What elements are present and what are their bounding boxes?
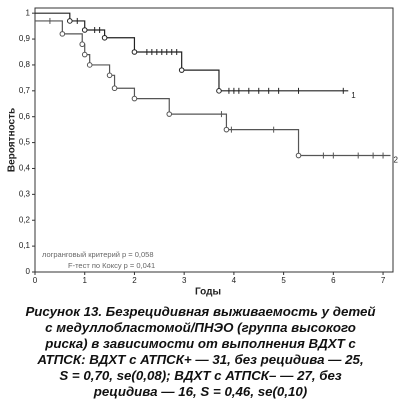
y-tick-label: 0,1 — [19, 241, 31, 250]
y-tick-label: 0,4 — [19, 164, 31, 173]
event-marker — [295, 152, 302, 159]
caption-line: риска) в зависимости от выполнения ВДХТ … — [45, 336, 356, 351]
survival-curve — [35, 20, 391, 157]
y-tick-label: 0,5 — [19, 138, 31, 147]
x-axis-label: Годы — [195, 287, 221, 298]
x-tick-label: 6 — [331, 276, 336, 285]
y-tick-label: 0,3 — [19, 189, 31, 198]
plot-frame — [34, 7, 394, 273]
survival-curve — [35, 12, 349, 92]
x-tick-label: 1 — [82, 276, 87, 285]
y-tick-label: 0,9 — [19, 34, 31, 43]
event-marker — [59, 31, 66, 37]
event-marker — [216, 88, 222, 94]
event-marker — [81, 51, 88, 58]
y-tick-label: 0,7 — [19, 86, 31, 95]
caption-line: АТПСК: ВДХТ с АТПСК+ — 31, без рецидива … — [37, 352, 364, 367]
y-axis-label: Вероятность — [7, 108, 18, 172]
series-label: 2 — [394, 156, 399, 165]
y-tick-label: 0,2 — [19, 215, 31, 224]
x-tick-label: 3 — [182, 276, 187, 285]
event-marker — [86, 62, 93, 68]
caption-line: S = 0,70, se(0,08); ВДХТ с АТПСК– — 27, … — [59, 368, 342, 383]
event-marker — [131, 95, 138, 102]
x-tick-label: 0 — [33, 276, 38, 285]
y-tick-label: 1 — [26, 8, 31, 17]
caption-line: с медуллобластомой/ПНЭО (группа высокого — [45, 320, 356, 335]
event-marker — [81, 27, 88, 33]
x-tick-label: 2 — [132, 276, 137, 285]
event-marker — [79, 41, 86, 48]
x-tick-label: 4 — [232, 276, 237, 285]
event-marker — [106, 72, 113, 79]
x-tick-label: 7 — [381, 276, 386, 285]
x-tick-label: 5 — [281, 276, 286, 285]
annotation: логранговый критерий p = 0,058 — [42, 250, 154, 259]
event-marker — [178, 67, 185, 73]
event-marker — [131, 49, 138, 55]
event-marker — [166, 111, 173, 117]
caption-line: Рисунок 13. Безрецидивная выживаемость у… — [25, 304, 376, 319]
event-marker — [111, 85, 118, 92]
chart: Вероятность Годы логранговый критерий p … — [7, 7, 399, 298]
event-marker — [101, 34, 108, 41]
event-marker — [67, 18, 73, 24]
caption-line: рецидива — 16, S = 0,46, se(0,10) — [93, 384, 308, 399]
event-marker — [223, 126, 230, 133]
y-tick-label: 0,6 — [19, 112, 31, 121]
caption: Рисунок 13. Безрецидивная выживаемость у… — [0, 304, 401, 400]
y-tick-label: 0,8 — [19, 60, 31, 69]
annotation: F-тест по Коксу p = 0,041 — [68, 261, 155, 270]
series-label: 1 — [351, 91, 356, 100]
y-tick-label: 0 — [26, 267, 31, 276]
